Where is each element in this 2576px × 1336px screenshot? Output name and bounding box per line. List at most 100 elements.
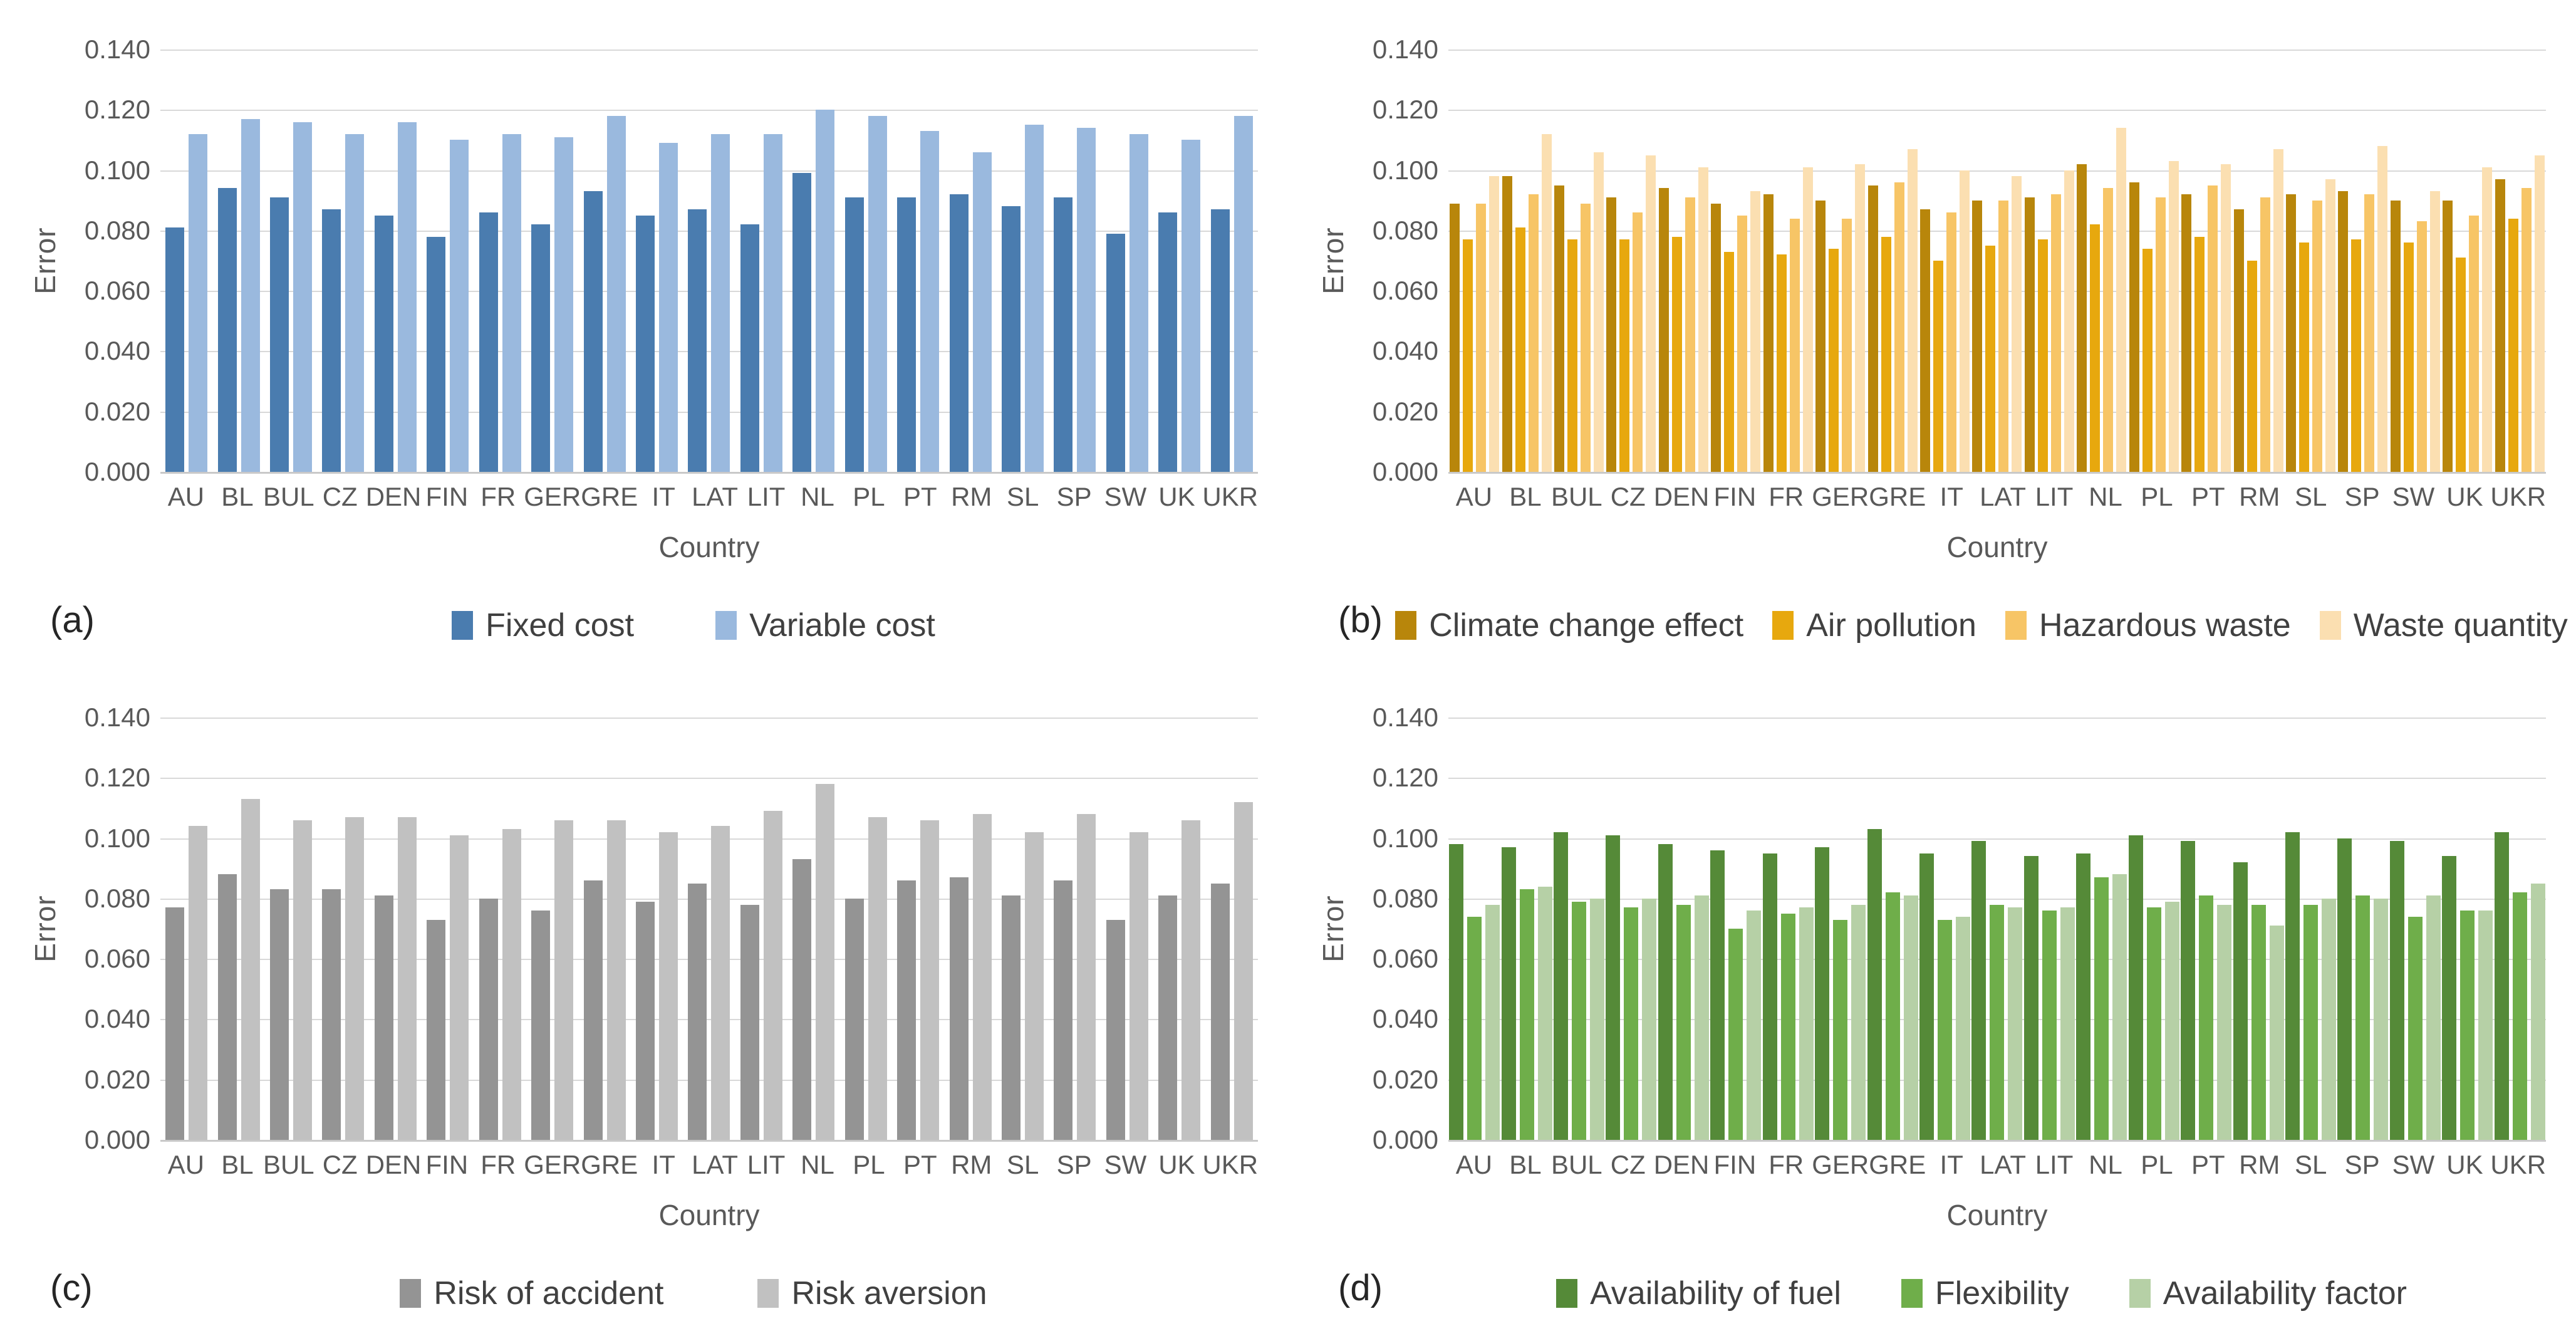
x-tick-label-NL: NL [2089, 1150, 2122, 1179]
gridline [160, 291, 1258, 293]
panel-letter: (a) [50, 600, 95, 640]
bar-group-GER [526, 50, 578, 472]
bar-variable-cost-FIN [450, 140, 469, 472]
y-tick-label: 0.080 [84, 883, 150, 913]
gridline [160, 110, 1258, 112]
bar-climate-change-effect-BUL [1554, 185, 1565, 472]
x-tick-label-SL: SL [1006, 482, 1039, 511]
bar-waste-quantity-UK [2482, 167, 2493, 472]
legend-swatch [1556, 1279, 1578, 1308]
x-tick-label-BUL: BUL [262, 482, 314, 511]
legend-item: Availability factor [2129, 1275, 2407, 1312]
bar-climate-change-effect-AU [1450, 203, 1460, 472]
bar-fixed-cost-SP [1054, 197, 1073, 472]
legend-label: Hazardous waste [2038, 607, 2291, 644]
plot-area [160, 50, 1258, 474]
gridline [160, 1079, 1258, 1081]
x-axis-labels: AU BL BUL CZ DEN FIN FR GER GRE IT LAT LIT NL PL PT RM S… [1448, 1149, 2546, 1181]
bar-hazardous-waste-NL [2103, 188, 2114, 472]
bar-risk-of-accident-FR [479, 898, 498, 1140]
bar-group-NL [2075, 50, 2127, 472]
bar-air-pollution-IT [1933, 261, 1943, 472]
x-tick-label-LIT: LIT [747, 1150, 786, 1179]
bar-availability-factor-SW [2426, 895, 2441, 1140]
panel-footer: (d) Availability of fuel Flexibility Avail… [1288, 1256, 2576, 1331]
bar-availability-factor-SP [2374, 898, 2389, 1140]
bar-air-pollution-DEN [1671, 236, 1682, 472]
bar-group-UK [1153, 50, 1205, 472]
bar-group-PL [2127, 50, 2179, 472]
bar-group-CZ [1605, 50, 1657, 472]
x-tick-label-LIT: LIT [747, 482, 786, 511]
x-tick-label-SW: SW [2392, 482, 2435, 511]
bar-flexibility-PL [2146, 907, 2161, 1140]
x-tick-label-FR: FR [480, 482, 516, 511]
bar-waste-quantity-BUL [1594, 152, 1604, 472]
bar-waste-quantity-LIT [2064, 170, 2074, 472]
bar-group-PL [2127, 718, 2179, 1140]
bar-climate-change-effect-UKR [2495, 179, 2505, 472]
gridline [160, 351, 1258, 353]
bar-risk-of-accident-LAT [688, 883, 707, 1140]
x-tick-label-AU: AU [167, 1150, 205, 1179]
bar-variable-cost-SL [1024, 125, 1044, 472]
bar-variable-cost-FR [502, 133, 521, 472]
bar-fixed-cost-UK [1158, 212, 1178, 472]
x-tick-label-GRE: GRE [581, 482, 638, 511]
bar-group-LIT [2023, 718, 2075, 1140]
y-tick-label: 0.040 [1372, 336, 1438, 366]
bar-availability-factor-GRE [1903, 895, 1918, 1140]
bar-waste-quantity-IT [1960, 170, 1970, 472]
bar-fixed-cost-GER [531, 224, 551, 472]
bar-fixed-cost-GRE [583, 191, 603, 472]
bar-availability-factor-UK [2478, 911, 2493, 1140]
bar-group-LIT [2023, 50, 2075, 472]
bar-group-SW [2389, 718, 2441, 1140]
bar-risk-aversion-FR [502, 829, 521, 1140]
x-tick-label-FR: FR [1768, 482, 1804, 511]
x-axis-title: Country [1946, 531, 2048, 563]
bar-group-GRE [1866, 50, 1918, 472]
gridline [1448, 411, 2546, 413]
x-tick-label-BL: BL [221, 1150, 254, 1179]
panel-letter: (c) [50, 1268, 93, 1308]
bar-availability-of-fuel-NL [2076, 853, 2091, 1140]
x-tick-label-PT: PT [2191, 482, 2225, 511]
bar-hazardous-waste-BL [1528, 194, 1539, 472]
bar-flexibility-BUL [1572, 901, 1587, 1140]
y-axis-title: Error [29, 895, 61, 963]
bar-group-UK [2441, 50, 2493, 472]
bar-group-CZ [317, 50, 369, 472]
bar-flexibility-GRE [1885, 892, 1900, 1140]
panel-letter: (d) [1338, 1268, 1383, 1308]
y-tick-label: 0.140 [84, 702, 150, 732]
bar-waste-quantity-PL [2168, 161, 2179, 472]
bar-group-DEN [1658, 50, 1710, 472]
bar-air-pollution-FIN [1724, 251, 1735, 472]
bar-availability-factor-NL [2112, 874, 2127, 1140]
bar-fixed-cost-SW [1106, 233, 1125, 472]
panel-c: Error 0.140 0.120 0.100 0.080 0.060 0.040 0.02… [0, 668, 1288, 1336]
x-tick-label-RM: RM [951, 482, 992, 511]
bar-availability-factor-IT [1956, 916, 1970, 1140]
legend-label: Availability of fuel [1590, 1275, 1841, 1312]
legend-swatch [400, 1279, 422, 1308]
bar-variable-cost-PL [868, 115, 887, 472]
bar-flexibility-FR [1780, 913, 1795, 1140]
legend-swatch [2129, 1279, 2151, 1308]
x-tick-label-UK: UK [1158, 482, 1195, 511]
bar-waste-quantity-FIN [1750, 191, 1761, 472]
bar-climate-change-effect-CZ [1606, 197, 1617, 472]
legend-item: Air pollution [1772, 607, 1976, 644]
bar-risk-aversion-NL [816, 783, 835, 1140]
bar-risk-aversion-DEN [397, 817, 417, 1140]
legend-item: Risk aversion [757, 1275, 987, 1312]
x-tick-label-CZ: CZ [322, 1150, 358, 1179]
bar-fixed-cost-DEN [374, 215, 393, 472]
bar-variable-cost-LAT [711, 133, 730, 472]
bar-variable-cost-GRE [606, 115, 626, 472]
bar-group-DEN [370, 718, 422, 1140]
gridline [160, 230, 1258, 232]
panel-b: Error 0.140 0.120 0.100 0.080 0.060 0.040 0.02… [1288, 0, 2576, 668]
bar-group-NL [787, 50, 839, 472]
